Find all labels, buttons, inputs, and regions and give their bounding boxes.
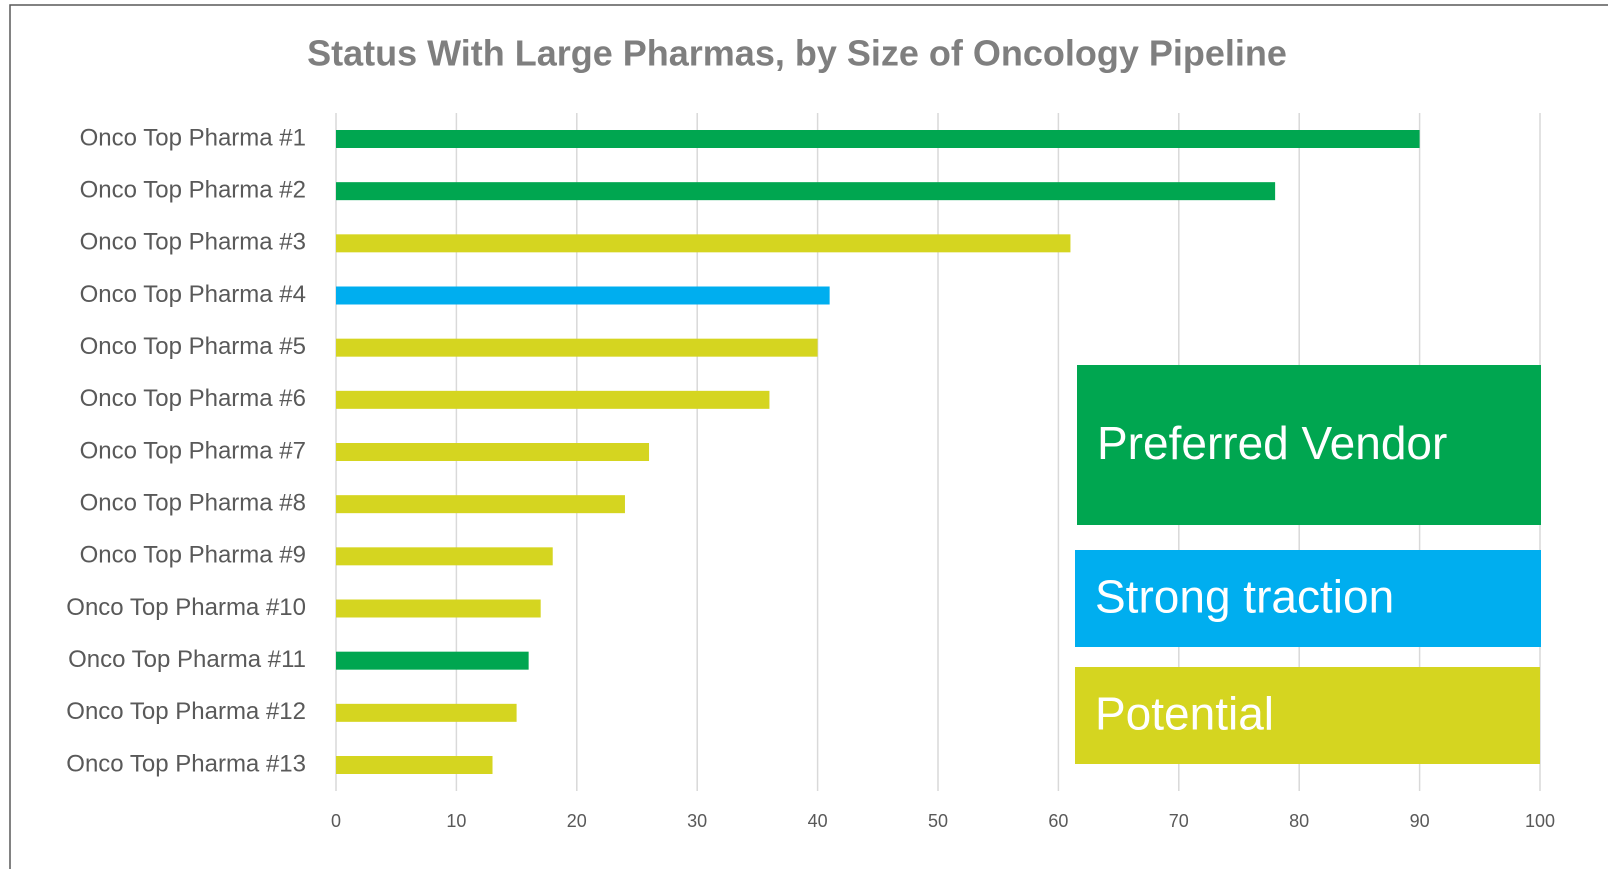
- y-tick-label: Onco Top Pharma #3: [80, 229, 306, 256]
- x-tick-label: 60: [1048, 811, 1068, 831]
- bar: [336, 338, 818, 357]
- y-tick-label: Onco Top Pharma #4: [80, 281, 306, 308]
- chart-title: Status With Large Pharmas, by Size of On…: [307, 33, 1287, 74]
- y-tick-label: Onco Top Pharma #5: [80, 333, 306, 360]
- y-tick-label: Onco Top Pharma #6: [80, 385, 306, 412]
- x-tick-label: 90: [1410, 811, 1430, 831]
- y-tick-label: Onco Top Pharma #12: [66, 698, 306, 725]
- y-tick-label: Onco Top Pharma #9: [80, 542, 306, 569]
- y-tick-label: Onco Top Pharma #1: [80, 124, 306, 151]
- x-tick-label: 70: [1169, 811, 1189, 831]
- legend-swatch: [1075, 667, 1540, 764]
- x-tick-label: 30: [687, 811, 707, 831]
- x-tick-label: 10: [446, 811, 466, 831]
- legend-label: Strong traction: [1095, 571, 1394, 623]
- legend-swatch: [1077, 365, 1541, 525]
- legend-swatch: [1075, 550, 1541, 647]
- y-tick-label: Onco Top Pharma #2: [80, 177, 306, 204]
- bar: [336, 756, 493, 774]
- bar: [336, 130, 1420, 148]
- y-tick-label: Onco Top Pharma #13: [66, 750, 306, 777]
- bar: [336, 599, 541, 618]
- x-tick-label: 80: [1289, 811, 1309, 831]
- x-tick-label: 40: [808, 811, 828, 831]
- bar: [336, 703, 517, 722]
- x-tick-label: 50: [928, 811, 948, 831]
- y-tick-label: Onco Top Pharma #7: [80, 437, 306, 464]
- bar: [336, 390, 770, 409]
- legend-label: Potential: [1095, 688, 1274, 740]
- bar: [336, 234, 1071, 253]
- bar: [336, 286, 830, 305]
- bar: [336, 182, 1276, 201]
- y-tick-label: Onco Top Pharma #8: [80, 490, 306, 517]
- y-tick-label: Onco Top Pharma #10: [66, 594, 306, 621]
- bar: [336, 651, 529, 670]
- y-tick-label: Onco Top Pharma #11: [68, 646, 306, 673]
- bar: [336, 443, 650, 461]
- legend-label: Preferred Vendor: [1097, 417, 1447, 469]
- x-tick-label: 0: [331, 811, 341, 831]
- bar: [336, 495, 625, 514]
- x-tick-label: 20: [567, 811, 587, 831]
- bar: [336, 547, 553, 566]
- x-tick-label: 100: [1525, 811, 1555, 831]
